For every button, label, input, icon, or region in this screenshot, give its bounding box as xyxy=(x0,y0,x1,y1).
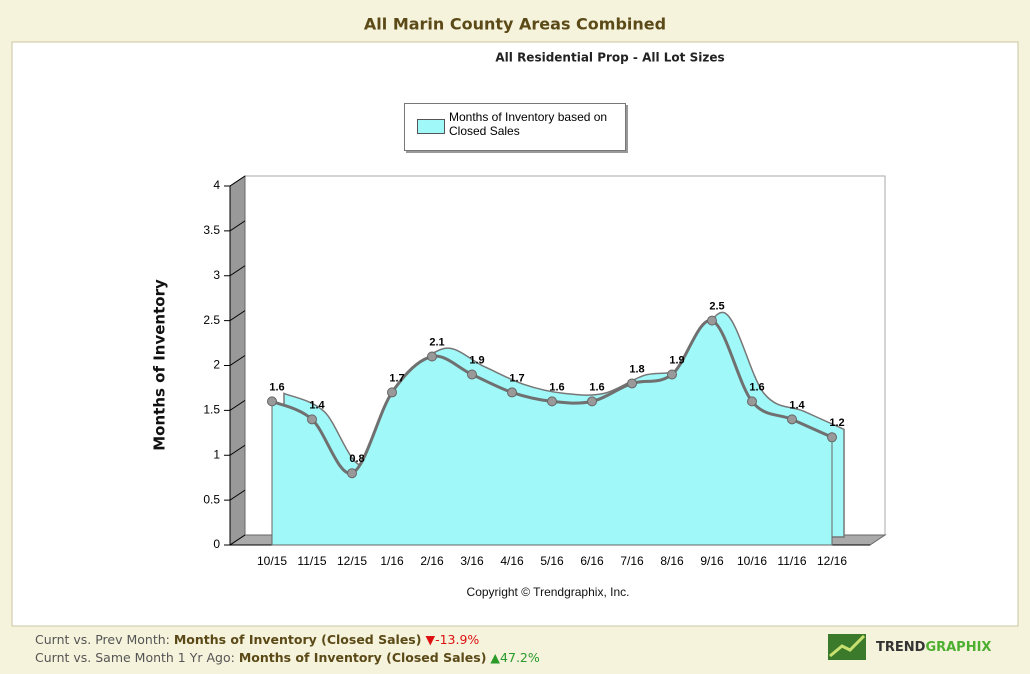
footer-change: 47.2% xyxy=(500,650,540,665)
legend-swatch xyxy=(417,119,445,134)
x-tick-label: 10/15 xyxy=(257,554,287,568)
footer-label: Curnt vs. Same Month 1 Yr Ago: xyxy=(35,650,235,665)
point xyxy=(547,396,557,407)
logo-icon-line xyxy=(829,634,866,658)
y-tick-depth xyxy=(229,489,246,501)
y-tick-depth xyxy=(229,534,246,546)
x-tick-label: 3/16 xyxy=(460,554,484,568)
data-label: 1.6 xyxy=(589,381,604,393)
point xyxy=(667,369,677,380)
y-tick-label: 0 xyxy=(213,537,220,551)
x-tick-label: 5/16 xyxy=(540,554,564,568)
footer-change: -13.9% xyxy=(435,632,479,647)
x-tick-label: 9/16 xyxy=(700,554,724,568)
point xyxy=(467,369,477,380)
x-tick-label: 11/16 xyxy=(777,554,806,568)
footer-row: Curnt vs. Prev Month: Months of Inventor… xyxy=(35,632,479,647)
footer-metric: Months of Inventory (Closed Sales) xyxy=(239,650,487,665)
y-tick-depth xyxy=(229,444,246,456)
point xyxy=(507,387,517,398)
point xyxy=(747,396,757,407)
y-tick-depth xyxy=(229,220,246,232)
page-title: All Marin County Areas Combined xyxy=(364,15,666,34)
x-tick-label: 6/16 xyxy=(580,554,604,568)
point xyxy=(427,351,437,362)
y-axis-label: Months of Inventory xyxy=(151,279,169,451)
logo-text: TRENDGRAPHIX xyxy=(876,640,991,655)
x-tick-label: 8/16 xyxy=(660,554,684,568)
y-tick-depth xyxy=(229,175,246,187)
point xyxy=(347,468,357,479)
x-tick-label: 12/15 xyxy=(337,554,367,568)
data-label: 2.5 xyxy=(709,301,724,313)
change-arrow: ▼ xyxy=(425,632,435,647)
y-tick-label: 4 xyxy=(213,178,220,192)
point xyxy=(707,315,717,326)
data-label: 1.6 xyxy=(269,381,284,393)
data-label: 1.2 xyxy=(829,417,844,429)
y-tick-label: 3.5 xyxy=(203,223,220,237)
data-label: 2.1 xyxy=(429,336,444,348)
point xyxy=(827,432,837,443)
point xyxy=(387,387,397,398)
point xyxy=(627,378,637,389)
y-tick-label: 2.5 xyxy=(203,313,220,327)
change-arrow: ▲ xyxy=(490,650,500,665)
footer-label: Curnt vs. Prev Month: xyxy=(35,632,170,647)
point xyxy=(267,396,277,407)
x-tick-label: 11/15 xyxy=(297,554,326,568)
y-tick-depth xyxy=(229,265,246,277)
y-tick-label: 3 xyxy=(213,268,220,282)
data-label: 1.8 xyxy=(629,363,644,375)
y-tick-label: 1 xyxy=(213,447,220,461)
y-tick-label: 2 xyxy=(213,358,220,372)
y-tick-label: 0.5 xyxy=(203,492,220,506)
data-label: 1.6 xyxy=(549,381,564,393)
footer-metric: Months of Inventory (Closed Sales) xyxy=(174,632,422,647)
x-tick-label: 1/16 xyxy=(380,554,404,568)
logo: TRENDGRAPHIX xyxy=(828,634,991,660)
x-tick-label: 2/16 xyxy=(420,554,444,568)
legend: Months of Inventory based on Closed Sale… xyxy=(404,103,626,151)
logo-part: TREND xyxy=(876,640,926,655)
data-label: 0.8 xyxy=(349,453,364,465)
y-tick-depth xyxy=(229,310,246,322)
chart-title: All Residential Prop - All Lot Sizes xyxy=(495,51,724,65)
data-label: 1.7 xyxy=(389,372,404,384)
data-label: 1.9 xyxy=(669,354,684,366)
data-label: 1.4 xyxy=(789,399,805,411)
y-tick-depth xyxy=(229,399,246,411)
logo-part: GRAPHIX xyxy=(925,640,991,655)
legend-label: Months of Inventory based on Closed Sale… xyxy=(449,110,608,138)
copyright: Copyright © Trendgraphix, Inc. xyxy=(467,585,630,599)
y-tick-label: 1.5 xyxy=(203,403,220,417)
point xyxy=(307,414,317,425)
data-label: 1.9 xyxy=(469,354,484,366)
x-tick-label: 4/16 xyxy=(500,554,524,568)
data-label: 1.4 xyxy=(309,399,325,411)
point xyxy=(787,414,797,425)
point xyxy=(587,396,597,407)
y-tick-depth xyxy=(229,355,246,366)
footer-row: Curnt vs. Same Month 1 Yr Ago: Months of… xyxy=(35,650,540,665)
x-tick-label: 7/16 xyxy=(620,554,644,568)
x-tick-label: 10/16 xyxy=(737,554,767,568)
data-label: 1.7 xyxy=(509,372,524,384)
data-label: 1.6 xyxy=(749,381,764,393)
x-tick-label: 12/16 xyxy=(817,554,847,568)
